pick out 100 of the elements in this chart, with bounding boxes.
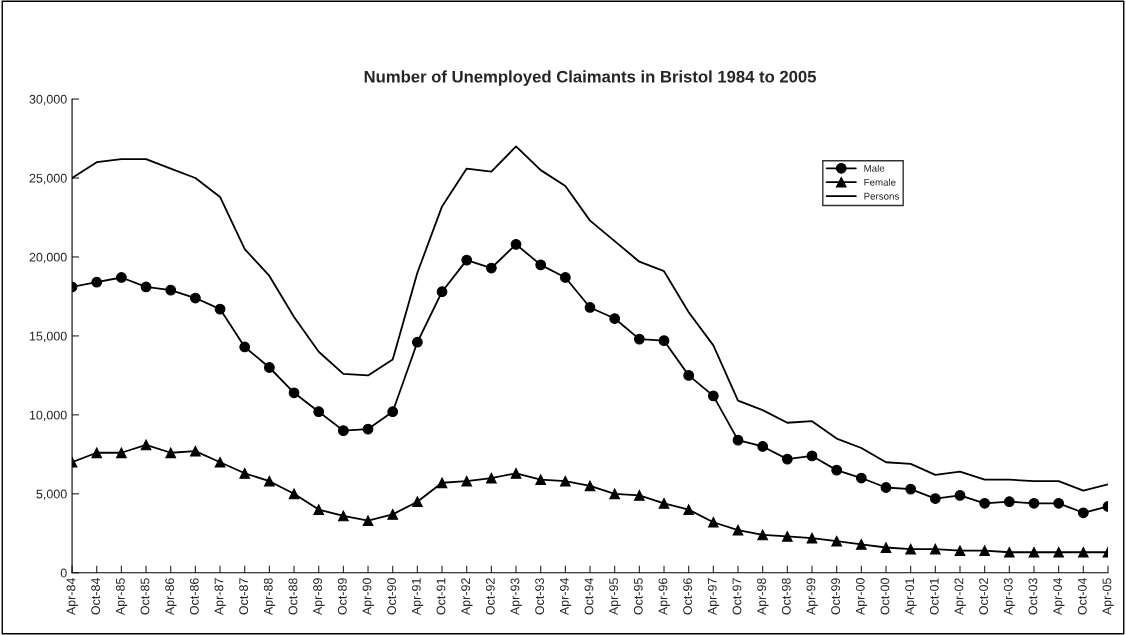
point (239, 467, 251, 479)
point (535, 474, 547, 485)
x-tick-label: Oct-93 (535, 578, 545, 615)
point (757, 529, 769, 541)
x-tick-label: Apr-86 (165, 578, 177, 616)
point (831, 464, 843, 476)
point (559, 272, 571, 283)
point (732, 524, 744, 536)
point (954, 545, 966, 557)
point (979, 545, 991, 557)
point (362, 515, 374, 527)
point (165, 284, 177, 296)
point (831, 535, 843, 547)
point (485, 472, 497, 484)
x-tick-label: Oct-99 (831, 578, 841, 615)
point (1053, 497, 1065, 509)
x-tick-label: Apr-03 (1003, 578, 1016, 616)
x-tick-label: Apr-93 (510, 578, 522, 616)
point (338, 425, 349, 437)
point (929, 543, 941, 555)
point (411, 336, 423, 348)
y-tick-label: 0 (60, 568, 67, 578)
x-tick-label: Apr-90 (362, 578, 374, 616)
point (239, 341, 251, 353)
x-tick-label: Oct-84 (91, 577, 101, 615)
point (461, 475, 473, 487)
point (633, 333, 645, 345)
chart-title: Number of Unemployed Claimants in Bristol 1984 to 2005 (364, 70, 817, 86)
point (683, 370, 695, 381)
point (190, 292, 201, 304)
point (535, 259, 547, 271)
x-tick-label: Oct-00 (880, 578, 890, 615)
point (781, 531, 793, 542)
point (387, 508, 399, 520)
y-tick-label: 5,000 (36, 489, 67, 500)
point (707, 516, 719, 528)
point (929, 493, 941, 504)
x-tick-label: Apr-97 (707, 578, 720, 616)
x-tick-label: Oct-92 (485, 578, 495, 615)
point (165, 447, 177, 459)
x-tick-label: Oct-97 (732, 578, 742, 615)
x-tick-label: Apr-02 (954, 578, 966, 616)
point (979, 497, 991, 509)
x-tick-label: Apr-01 (905, 578, 917, 616)
x-tick-label: Apr-99 (806, 578, 818, 616)
x-tick-label: Apr-94 (559, 577, 572, 616)
x-tick-label: Oct-89 (337, 578, 347, 615)
x-tick-label: Apr-85 (115, 578, 128, 616)
point (264, 475, 275, 487)
point (264, 362, 275, 373)
point (732, 434, 744, 446)
point (658, 497, 670, 509)
point (757, 441, 769, 452)
x-tick-label: Oct-91 (436, 578, 446, 615)
y-tick-label: 25,000 (29, 173, 67, 185)
point (806, 532, 818, 544)
point (1028, 546, 1040, 558)
x-tick-label: Apr-96 (658, 578, 670, 616)
x-tick-label: Apr-00 (855, 578, 868, 616)
x-tick-label: Apr-89 (313, 578, 325, 616)
point (140, 281, 152, 293)
x-tick-label: Oct-95 (633, 578, 643, 615)
x-tick-label: Oct-85 (140, 578, 150, 615)
point (954, 490, 966, 501)
x-tick-label: Oct-96 (683, 578, 693, 615)
point (510, 467, 522, 479)
x-tick-label: Oct-87 (239, 578, 249, 615)
point (683, 504, 695, 515)
point (214, 303, 226, 315)
y-tick-label: 20,000 (29, 252, 67, 264)
point (510, 238, 522, 250)
point (313, 406, 325, 418)
y-tick-label: 10,000 (29, 410, 67, 421)
legend-label: Female (864, 178, 896, 186)
x-tick-label: Oct-86 (189, 578, 199, 615)
point (288, 488, 300, 500)
point (880, 482, 892, 493)
point (461, 254, 473, 266)
point (633, 490, 645, 501)
legend-label: Male (864, 164, 885, 172)
point (559, 475, 571, 487)
point (1077, 507, 1089, 519)
point (91, 447, 103, 459)
x-tick-label: Oct-94 (584, 577, 594, 615)
x-tick-label: Apr-05 (1102, 578, 1114, 616)
x-tick-label: Apr-91 (411, 578, 424, 616)
point (116, 272, 127, 283)
point (905, 483, 917, 495)
point (584, 302, 596, 313)
point (362, 423, 374, 435)
x-tick-label: Oct-03 (1028, 578, 1038, 615)
x-tick-label: Apr-84 (66, 577, 78, 616)
x-tick-label: Oct-98 (781, 578, 791, 615)
y-tick-label: 30,000 (29, 94, 67, 106)
point (91, 276, 103, 288)
x-tick-label: Oct-90 (387, 578, 397, 615)
point (609, 488, 621, 500)
point (905, 543, 917, 555)
point (781, 453, 793, 465)
point (855, 472, 867, 484)
